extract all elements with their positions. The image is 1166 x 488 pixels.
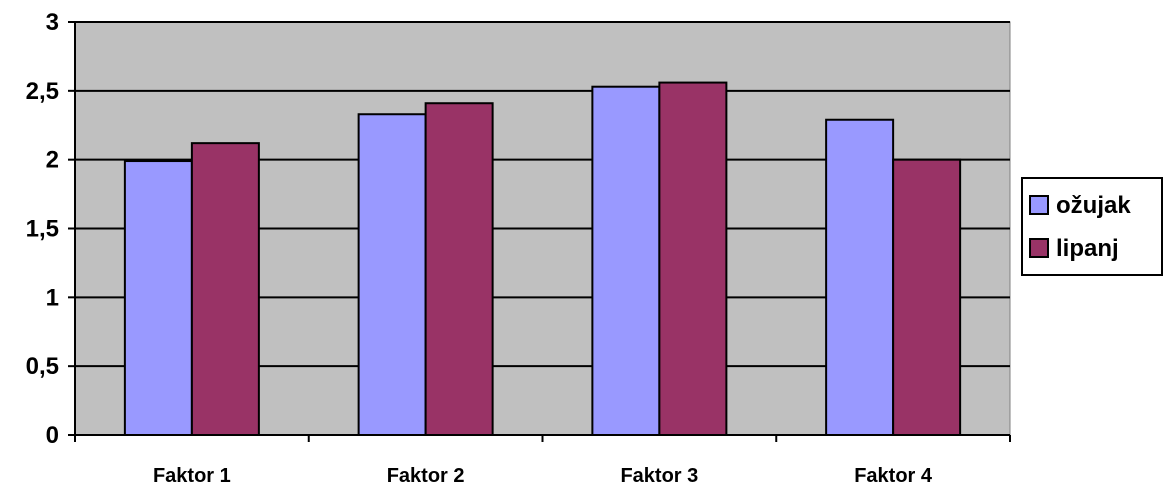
bar [357, 113, 427, 436]
legend: ožujak lipanj [1021, 177, 1163, 276]
bar [658, 81, 728, 436]
legend-swatch [1029, 195, 1049, 215]
bar [123, 160, 193, 436]
axes [68, 21, 1011, 442]
legend-label: lipanj [1056, 235, 1119, 262]
legend-swatch [1029, 238, 1049, 258]
bar [825, 118, 895, 436]
x-tick-label: Faktor 2 [387, 465, 465, 487]
legend-box [1021, 177, 1163, 276]
bar [892, 158, 962, 437]
x-tick-label: Faktor 1 [153, 465, 231, 487]
y-tick-label: 1,5 [26, 216, 59, 243]
bars [123, 81, 962, 437]
y-tick-label: 2,5 [26, 78, 59, 105]
y-tick-labels: 0 0,5 1 1,5 2 2,5 3 [26, 9, 59, 449]
bar [190, 142, 260, 436]
y-tick-label: 1 [46, 284, 59, 311]
y-tick-label: 3 [46, 9, 59, 36]
y-tick-label: 2 [46, 147, 59, 174]
bar [591, 85, 661, 436]
x-tick-label: Faktor 3 [620, 465, 698, 487]
legend-label: ožujak [1056, 192, 1131, 219]
x-tick-label: Faktor 4 [854, 465, 933, 487]
x-tick-labels: Faktor 1 Faktor 2 Faktor 3 Faktor 4 [153, 465, 933, 487]
y-tick-label: 0 [46, 422, 59, 449]
y-tick-label: 0,5 [26, 353, 59, 380]
bar [424, 102, 494, 437]
